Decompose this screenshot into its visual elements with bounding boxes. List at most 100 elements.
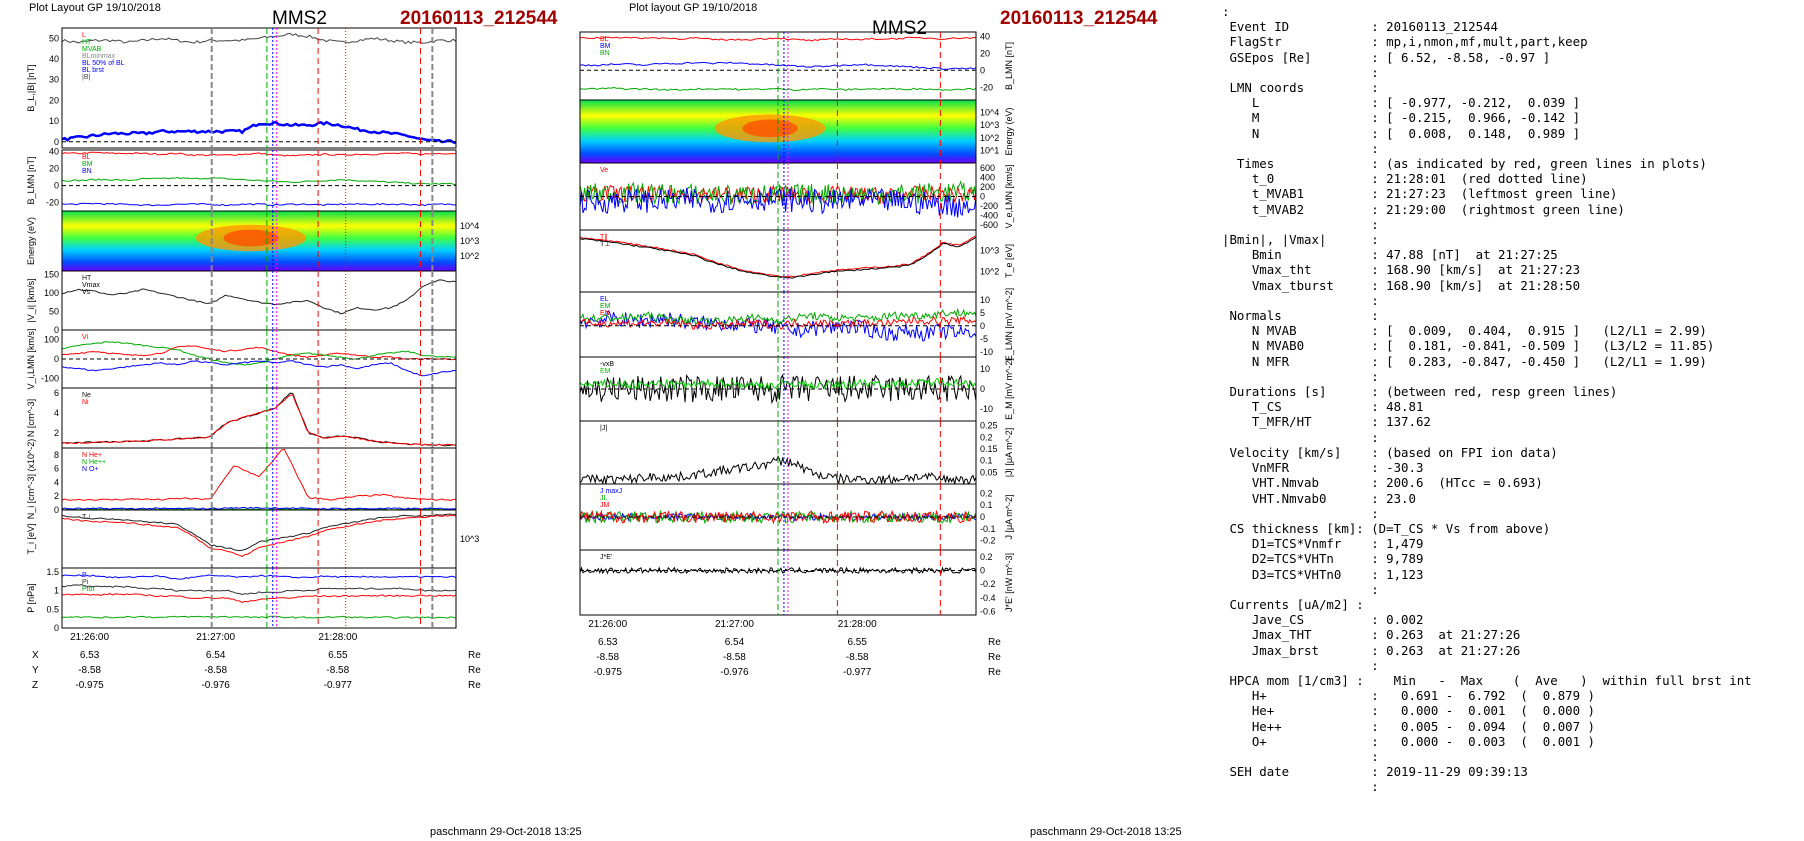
- y-tick-label: 10^1: [980, 145, 999, 155]
- y-axis-label: B_LMN [nT]: [26, 156, 36, 204]
- position-unit: Re: [988, 637, 1001, 648]
- legend-entry: Ne: [82, 392, 91, 399]
- legend-entry: BL 50% of BL: [82, 60, 125, 67]
- summary-line: CS thickness [km]: (D=T_CS * Vs from abo…: [1222, 520, 1551, 536]
- legend-entry: N He+: [82, 452, 102, 459]
- summary-line: D3=TCS*VHTn0 : 1,123: [1222, 566, 1424, 582]
- position-unit: Re: [988, 652, 1001, 663]
- legend-entry: Ni: [82, 399, 89, 406]
- y-tick-label: 40: [49, 147, 59, 157]
- summary-line: FlagStr : mp,i,nmon,mf,mult,part,keep: [1222, 34, 1588, 50]
- series-BL: [61, 151, 457, 157]
- summary-line: :: [1222, 368, 1379, 384]
- y-axis-label: J*E' [nW m^-3]: [1004, 553, 1014, 612]
- position-value: -8.58: [326, 665, 349, 676]
- y-tick-label: -20: [46, 198, 59, 208]
- legend-entry: HT: [82, 39, 92, 46]
- y-tick-label: 2: [54, 428, 59, 438]
- y-tick-label: 1.5: [46, 567, 59, 577]
- time-tick-label: 21:27:00: [715, 619, 754, 630]
- legend-entry: BLminmax: [82, 53, 116, 60]
- y-tick-label: -20: [980, 82, 993, 92]
- summary-line: GSEpos [Re] : [ 6.52, -8.58, -0.97 ]: [1222, 49, 1551, 65]
- series--B-: [61, 32, 457, 45]
- legend-entry: Ptot: [82, 586, 95, 593]
- y-tick-label: 10^2: [460, 251, 479, 261]
- summary-line: :: [1222, 64, 1379, 80]
- y-tick-label: 40: [980, 31, 990, 41]
- y-axis-label: |J| [μA m^-2]: [1004, 428, 1014, 478]
- y-axis-label: B_LMN [nT]: [1004, 42, 1014, 90]
- y-tick-label: 0.5: [46, 604, 59, 614]
- legend-entry: EM: [600, 303, 611, 310]
- position-value: 6.55: [328, 650, 348, 661]
- series-BM: [579, 61, 977, 70]
- position-unit: Re: [468, 650, 481, 661]
- left-event-id: 20160113_212544: [400, 8, 558, 29]
- legend-entry: N O+: [82, 466, 99, 473]
- series--Vi-: [61, 279, 457, 315]
- series-N-O-: [61, 506, 457, 510]
- summary-line: :: [1222, 4, 1230, 19]
- y-tick-label: 4: [54, 408, 59, 418]
- y-tick-label: 1: [54, 586, 59, 596]
- series-Ptot: [61, 593, 457, 603]
- summary-line: :: [1222, 748, 1379, 764]
- summary-line: Event ID : 20160113_212544: [1222, 19, 1499, 35]
- summary-line: :: [1222, 216, 1379, 232]
- position-unit: Re: [468, 680, 481, 691]
- summary-line: N : [ 0.008, 0.148, 0.989 ]: [1222, 125, 1581, 141]
- y-tick-label: 0.1: [980, 456, 993, 466]
- middle-title: MMS2: [872, 18, 927, 39]
- position-value: -8.58: [596, 652, 619, 663]
- summary-line: He++ : 0.005 - 0.094 ( 0.007 ): [1222, 718, 1595, 734]
- y-tick-label: -10: [980, 347, 993, 357]
- legend-entry: J maxJ: [600, 488, 622, 495]
- y-tick-label: 20: [980, 48, 990, 58]
- summary-line: L : [ -0.977, -0.212, 0.039 ]: [1222, 95, 1581, 111]
- position-unit: Re: [988, 667, 1001, 678]
- y-tick-label: 10^3: [980, 246, 999, 256]
- y-tick-label: 100: [44, 288, 59, 298]
- y-axis-label: Energy (eV): [26, 217, 36, 265]
- panel-frame: [61, 387, 457, 449]
- y-axis-label: P [nPa]: [26, 583, 36, 612]
- y-tick-label: 50: [49, 33, 59, 43]
- time-tick-label: 21:28:00: [318, 632, 357, 643]
- y-tick-label: 0: [54, 623, 59, 633]
- y-tick-label: -5: [980, 334, 988, 344]
- time-tick-label: 21:27:00: [196, 632, 235, 643]
- summary-line: :: [1222, 779, 1379, 795]
- y-tick-label: 10^4: [980, 108, 999, 118]
- summary-line: D1=TCS*Vnmfr : 1,479: [1222, 536, 1424, 552]
- series-Pi: [61, 584, 457, 596]
- y-tick-label: 0.2: [980, 488, 993, 498]
- position-value: 6.53: [80, 650, 100, 661]
- y-tick-label: 400: [980, 172, 995, 182]
- legend-entry: Vs: [82, 289, 91, 296]
- y-tick-label: 0: [980, 566, 985, 576]
- summary-line: Currents [uA/m2] :: [1222, 596, 1364, 612]
- panel-frame: [61, 567, 457, 629]
- y-tick-label: 0: [54, 505, 59, 515]
- y-tick-label: -10: [980, 404, 993, 414]
- summary-line: VnMFR : -30.3: [1222, 460, 1424, 476]
- time-tick-label: 21:26:00: [70, 632, 109, 643]
- y-axis-label: Energy (eV): [1004, 107, 1014, 155]
- y-tick-label: 0: [54, 354, 59, 364]
- legend-entry: BL brst: [82, 67, 104, 74]
- position-value: -0.975: [594, 667, 623, 678]
- left-title: MMS2: [272, 8, 327, 29]
- y-tick-label: 10^3: [980, 120, 999, 130]
- y-tick-label: 0.05: [980, 467, 998, 477]
- summary-line: He+ : 0.000 - 0.001 ( 0.000 ): [1222, 703, 1595, 719]
- series-Ni: [61, 392, 457, 447]
- y-axis-label: E_LMN [mV m^-2]: [1004, 288, 1014, 361]
- y-tick-label: 10^3: [460, 236, 479, 246]
